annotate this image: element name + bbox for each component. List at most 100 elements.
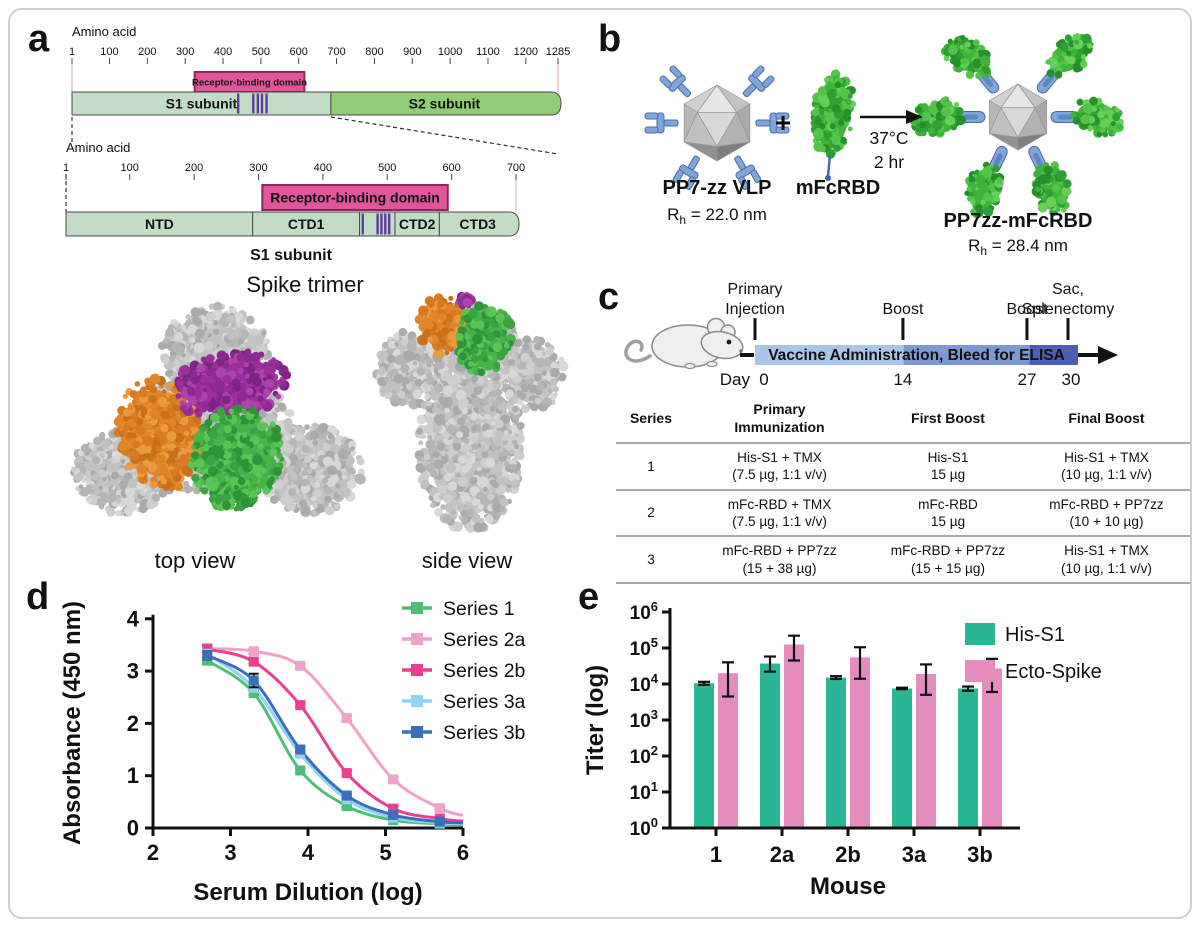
data-point-marker: [341, 801, 352, 812]
x-tick-label: 2: [147, 840, 159, 865]
rbd-label: Receptor-binding domain: [192, 77, 307, 88]
mfcrbd-stem: [826, 154, 832, 177]
legend-marker-square: [411, 726, 423, 738]
bound-mfcrbd-blob: [1031, 161, 1072, 217]
trimer-structures: [70, 291, 569, 533]
ruler-tick-label: 900: [403, 46, 421, 58]
table-cell: mFc-RBD + PP7zz (15 + 15 µg): [890, 543, 1006, 576]
mfcrbd-stem-dot: [825, 175, 831, 181]
timeline-bar-label: Vaccine Administration, Bleed for ELISA: [768, 347, 1065, 364]
table-cell: His-S1 + TMX (7.5 µg, 1:1 v/v): [732, 449, 827, 483]
residue-mark: [236, 93, 240, 114]
bound-linker-capsule: [1036, 33, 1094, 94]
x-tick-label: 4: [302, 840, 315, 865]
domain-segment-label: CTD1: [288, 216, 325, 232]
bar-his-s1: [826, 677, 846, 828]
bar-his-s1: [760, 663, 780, 828]
panel-e-label: e: [578, 576, 600, 618]
panel-b-conjugation-scheme: + 37°C 2 hr PP7-zz VLP Rh = 22.0 nm mFcR…: [644, 33, 1124, 258]
timeline-bar-segment: [903, 345, 1030, 365]
data-point-marker: [202, 655, 213, 666]
ruler-tick-label: 1200: [514, 46, 538, 58]
ruler-title: Amino acid: [72, 24, 136, 39]
domain-segment-label: S1 subunit: [166, 96, 238, 112]
table-cell: His-S1 15 µg: [927, 449, 969, 483]
event-label: Boost: [1007, 301, 1048, 318]
ruler-tick-label: 300: [176, 46, 194, 58]
panel-b-label: b: [598, 18, 622, 60]
y-tick-label: 0: [127, 816, 139, 841]
data-point-marker: [388, 803, 399, 814]
ruler-tick-label: 1: [63, 162, 69, 174]
zoom-connector-diagonal: [330, 116, 559, 155]
data-point-marker: [248, 688, 259, 699]
d-x-axis-title: Serum Dilution (log): [193, 879, 422, 906]
trimer-top-purple-protomer: [174, 348, 292, 423]
ruler-tick-label: 600: [442, 162, 460, 174]
x-tick-label: 5: [379, 840, 391, 865]
legend-label: Series 3a: [443, 691, 526, 713]
ruler-tick-label: 500: [252, 46, 270, 58]
x-tick-label: 3: [224, 840, 236, 865]
x-tick-label: 2a: [770, 842, 795, 867]
line-plot-area: 0 1 2 3 4 2 3 4 5 6 Series 1 Series 2a Series 2b Seri…: [127, 598, 526, 865]
bound-mfcrbd-blob: [964, 161, 1005, 219]
trimer-side-green-domain: [454, 301, 516, 377]
y-tick-label: 102: [630, 743, 658, 768]
table-header-cell: Primary Immunization: [734, 401, 825, 435]
e-y-axis-title: Titer (log): [582, 665, 609, 775]
trimer-top-gray-lobe: [70, 422, 178, 517]
data-point-marker: [341, 768, 352, 779]
domain-segment: [252, 211, 361, 237]
ruler-tick-label: 100: [121, 162, 139, 174]
table-cell: mFc-RBD 15 µg: [918, 496, 978, 529]
ruler-tick-label: 1: [69, 46, 75, 58]
ligand-label: mFcRBD: [796, 177, 880, 199]
data-point-marker: [202, 650, 213, 661]
ruler-tick-label: 400: [314, 162, 332, 174]
panel-d-label: d: [26, 576, 50, 618]
y-tick-label: 4: [127, 606, 140, 631]
legend-marker-square: [411, 602, 423, 614]
legend-label: His-S1: [1005, 624, 1065, 646]
x-tick-label: 3a: [902, 842, 927, 867]
bar-ecto-spike: [916, 673, 936, 828]
trimer-top-green-protomer: [187, 404, 285, 512]
domain-segment: [330, 91, 562, 116]
residue-mark: [256, 93, 260, 114]
table-header-cell: Final Boost: [1068, 409, 1145, 426]
bound-linker-capsule: [940, 34, 1000, 94]
mouse-foot: [706, 360, 718, 368]
bound-mfcrbd-blob: [1070, 96, 1124, 138]
bar-ecto-spike: [982, 668, 1002, 828]
data-point-marker: [388, 809, 399, 820]
trimer-side-gray-arm: [372, 327, 441, 410]
event-label: Sac,: [1052, 281, 1084, 298]
data-point-marker: [248, 646, 259, 657]
ruler-tick-label: 700: [507, 162, 525, 174]
rbd-label: Receptor-binding domain: [270, 190, 440, 206]
panel-c-timeline: Vaccine Administration, Bleed for ELISA P…: [624, 281, 1118, 389]
data-point-marker: [434, 816, 445, 827]
y-tick-label: 100: [630, 815, 658, 840]
reaction-temperature: 37°C: [869, 128, 908, 148]
legend-label: Ecto-Spike: [1005, 661, 1102, 683]
rbd-box: [261, 184, 449, 211]
domain-segment: [65, 211, 254, 237]
data-point-marker: [341, 713, 352, 724]
table-header-cell: Series: [629, 409, 673, 426]
residue-mark: [265, 93, 268, 114]
table-row: 2 mFc-RBD + TMX (7.5 µg, 1:1 v/v) mFc-RBD 15…: [616, 491, 1190, 538]
trimer-top-orange-protomer: [113, 373, 209, 492]
mouse-tail: [624, 339, 652, 363]
trimer-caption-side-view: side view: [422, 548, 513, 573]
residue-mark: [260, 93, 264, 114]
vlp-radius: Rh = 22.0 nm: [667, 205, 767, 227]
domain-segment-label: CTD2: [399, 216, 436, 232]
event-label: Injection: [725, 301, 785, 318]
mouse-head: [700, 330, 744, 360]
ruler-tick-label: 1000: [438, 46, 462, 58]
panel-a-spike-trimer: Spike trimer top view side view: [70, 272, 569, 573]
data-point-marker: [248, 675, 259, 686]
